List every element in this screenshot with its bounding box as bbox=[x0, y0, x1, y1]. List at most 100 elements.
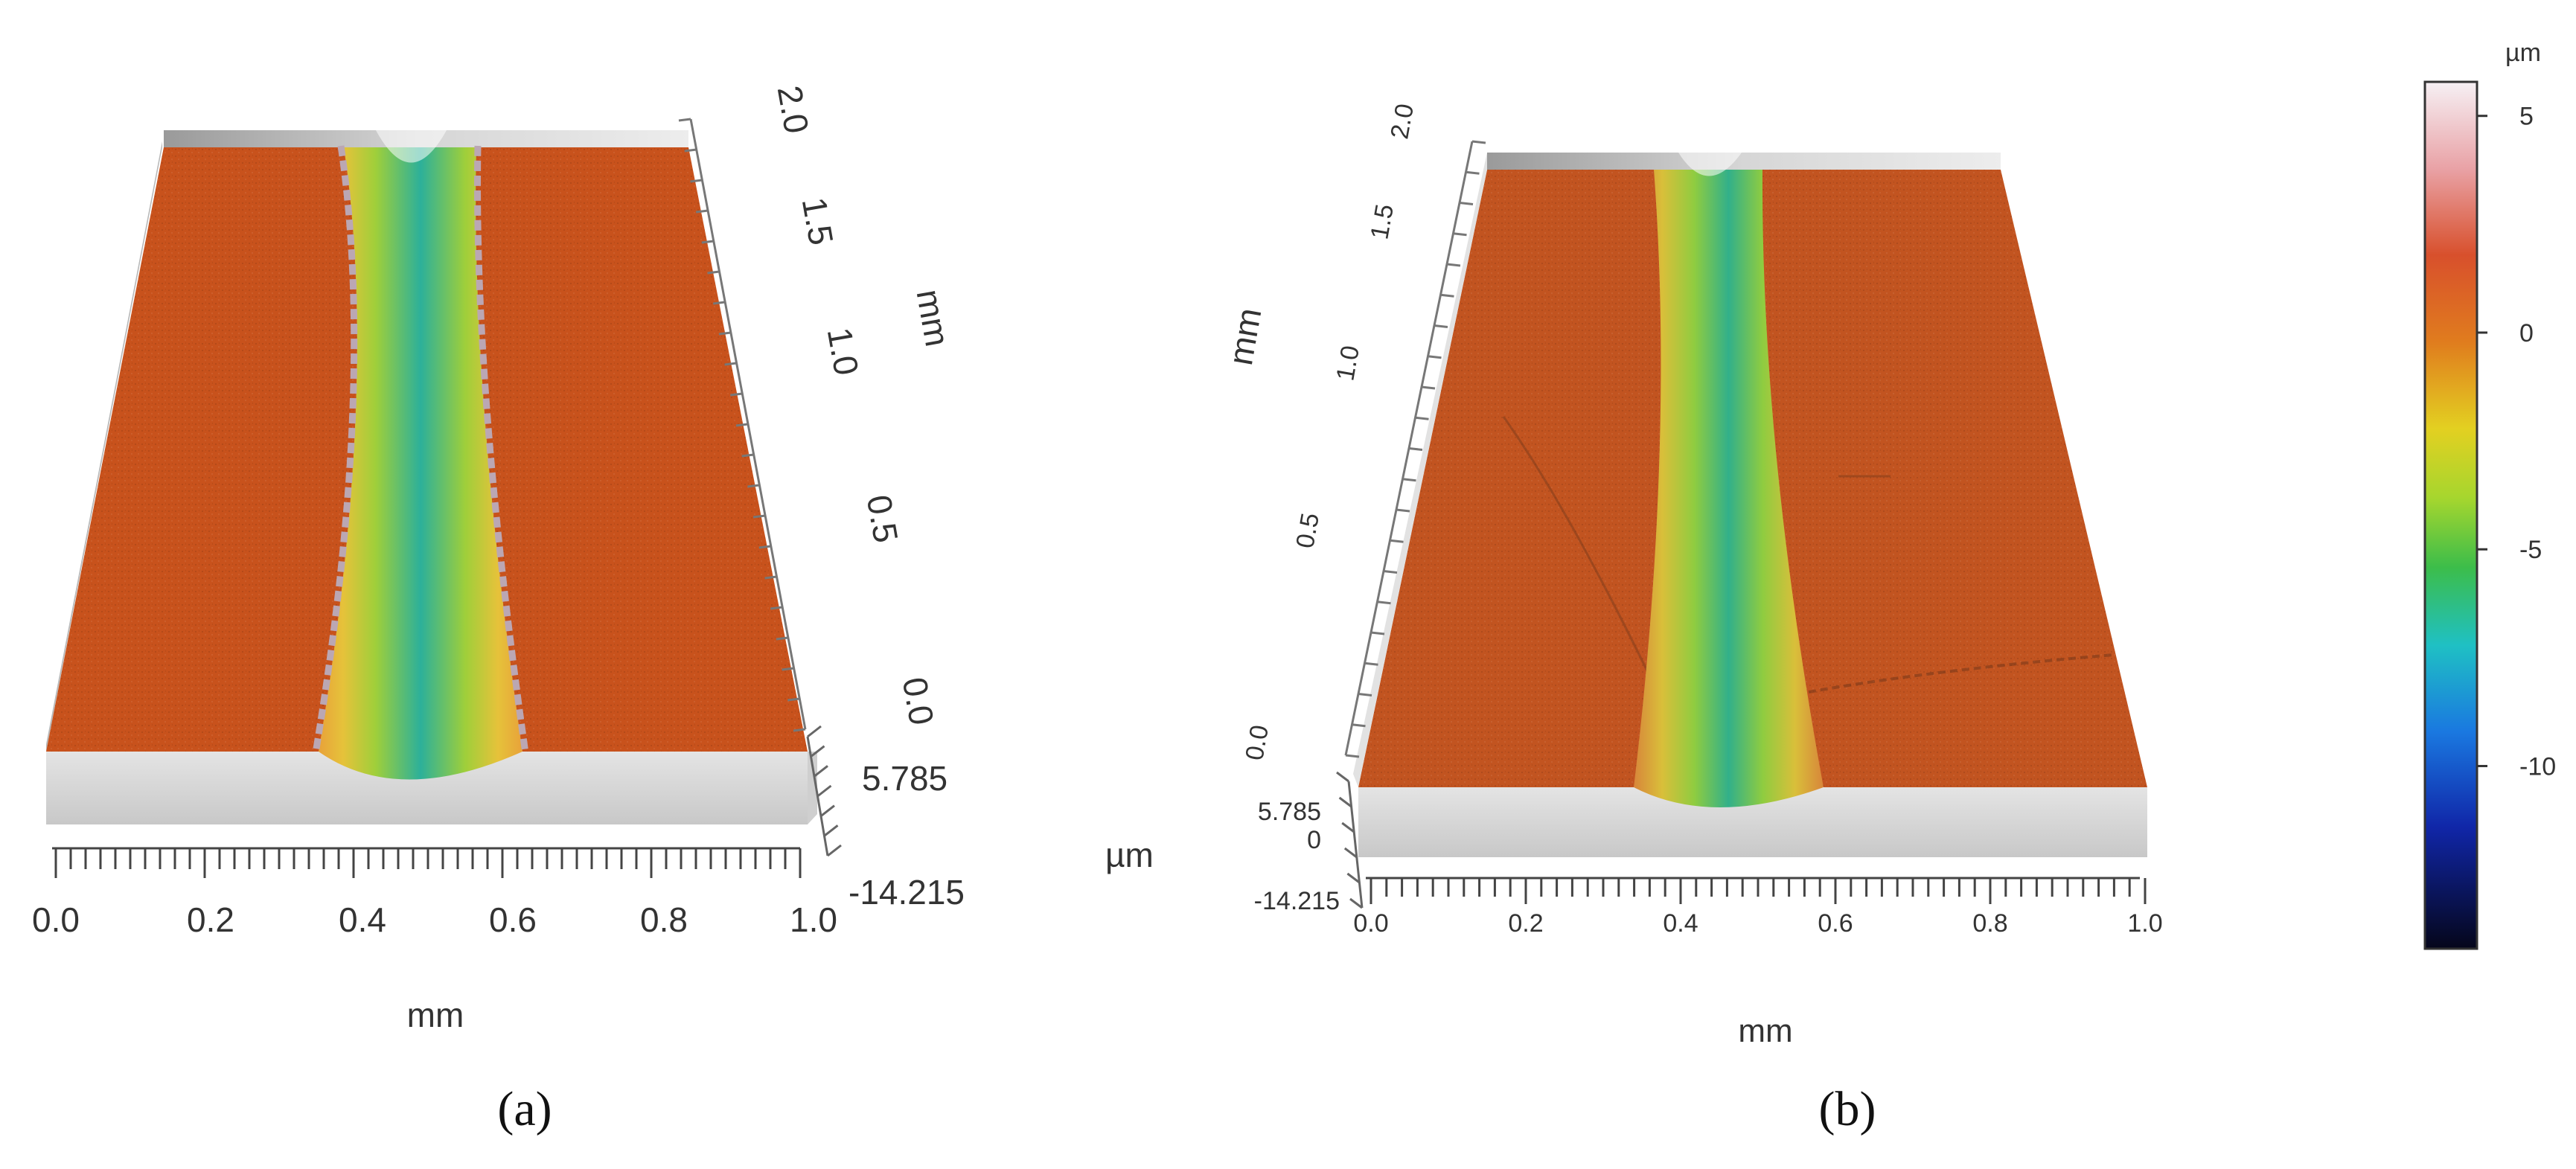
panel-a-y-tick-mark bbox=[747, 484, 760, 488]
panel-b-x-tick: 0.2 bbox=[1508, 909, 1543, 938]
panel-a-y-tick-mark bbox=[690, 179, 703, 183]
panel-b-y-tick-mark bbox=[1440, 293, 1454, 298]
panel-a-y-tick: 1.0 bbox=[820, 324, 866, 378]
panel-b-base bbox=[1358, 787, 2147, 857]
panel-b-z-tick: -14.215 bbox=[1254, 887, 1340, 915]
panel-b-y-tick-mark bbox=[1345, 754, 1360, 758]
panel-a-y-tick-mark bbox=[741, 453, 754, 458]
panel-a-x-tick: 1.0 bbox=[790, 900, 837, 939]
panel-b-z-tick-mark bbox=[1341, 821, 1355, 833]
panel-b-z-tick: 5.785 bbox=[1258, 798, 1321, 826]
panel-b-caption: (b) bbox=[1819, 1082, 1876, 1136]
panel-b-y-tick-mark bbox=[1415, 416, 1429, 420]
panel-b-back-edge bbox=[1487, 153, 2001, 170]
panel-a-y-tick: 0.5 bbox=[860, 492, 906, 545]
panel-b-y-tick-mark bbox=[1466, 170, 1480, 175]
panel-a-y-tick-mark bbox=[684, 148, 697, 153]
panel-a-z-tick-mark bbox=[816, 784, 832, 798]
panel-a-z-tick-mark bbox=[810, 745, 825, 758]
panel-a-y-tick: 2.0 bbox=[770, 83, 816, 136]
panel-a-y-tick-mark bbox=[730, 392, 743, 397]
panel-a-groove bbox=[319, 147, 522, 798]
panel-a-y-tick-mark bbox=[782, 667, 794, 671]
panel-a-groove-right-burr bbox=[474, 145, 529, 754]
panel-a-y-tick-mark bbox=[758, 545, 771, 549]
panel-b-z-tick-mark bbox=[1346, 872, 1361, 884]
panel-b-x-tick: 0.6 bbox=[1818, 909, 1853, 938]
panel-b-y-tick-mark bbox=[1434, 324, 1448, 328]
colorbar-tick-label: -5 bbox=[2519, 536, 2542, 564]
panel-a-x-tick: 0.6 bbox=[489, 900, 537, 939]
panel-a-y-tick-mark bbox=[701, 240, 714, 244]
panel-a-z-axis-label: µm bbox=[1105, 836, 1154, 874]
panel-a-x-tick: 0.4 bbox=[339, 900, 386, 939]
panel-b-y-tick-mark bbox=[1408, 447, 1423, 451]
panel-a-x-axis-label: mm bbox=[407, 996, 464, 1034]
colorbar-tick-label: 5 bbox=[2519, 103, 2534, 131]
panel-b-y-tick-mark bbox=[1364, 662, 1378, 666]
panel-b-y-tick: 1.5 bbox=[1365, 202, 1399, 242]
panel-a-groove-left-burr bbox=[312, 145, 358, 754]
panel-a-y-tick: 1.5 bbox=[795, 194, 841, 248]
panel-b-x-tick: 0.4 bbox=[1663, 909, 1698, 938]
panel-b-groove bbox=[1634, 170, 1824, 819]
panel-b-x-tick: 0.8 bbox=[1972, 909, 2007, 938]
panel-b-y-tick-mark bbox=[1358, 693, 1372, 696]
panel-a-y-tick: 0.0 bbox=[895, 674, 942, 728]
panel-b-y-tick-mark bbox=[1459, 202, 1474, 205]
panel-b-y-tick: 0.0 bbox=[1240, 723, 1274, 763]
panel-b-z-tick-mark bbox=[1349, 897, 1363, 909]
colorbar: µm 5 0 -5 -10 bbox=[2423, 39, 2556, 950]
panel-b-y-tick-mark bbox=[1446, 263, 1461, 267]
panel-b-y-tick-mark bbox=[1370, 631, 1385, 635]
panel-a-y-tick-mark bbox=[735, 423, 749, 427]
colorbar-gradient bbox=[2423, 80, 2478, 950]
panel-a-z-tick-mark bbox=[814, 765, 828, 778]
panel-a: 0.0 0.2 0.4 0.6 0.8 1.0 mm 2.0 1.5 1.0 0… bbox=[32, 83, 1154, 1136]
panel-b-y-tick-mark bbox=[1390, 539, 1404, 543]
panel-b-y-tick: 2.0 bbox=[1385, 102, 1419, 141]
panel-a-y-tick-mark bbox=[752, 514, 766, 519]
panel-b-y-tick-mark bbox=[1421, 385, 1436, 390]
panel-b-y-tick-mark bbox=[1453, 232, 1467, 237]
panel-b-y-tick-mark bbox=[1402, 478, 1416, 482]
panel-a-y-axis-label: mm bbox=[909, 286, 957, 350]
panel-a-y-tick-mark bbox=[695, 209, 709, 214]
panel-b-y-tick: 0.5 bbox=[1291, 511, 1325, 551]
panel-a-z-tick-mark bbox=[827, 844, 842, 857]
panel-b-y-axis-label: mm bbox=[1221, 305, 1269, 368]
panel-a-y-tick-mark bbox=[707, 270, 720, 275]
panel-b-y-tick: 1.0 bbox=[1331, 344, 1365, 383]
colorbar-tick-label: 0 bbox=[2519, 319, 2534, 348]
panel-b-y-tick-mark bbox=[1396, 508, 1410, 513]
panel-a-y-tick-mark bbox=[713, 301, 726, 305]
panel-a-z-tick: -14.215 bbox=[848, 873, 965, 912]
panel-b-x-axis-label: mm bbox=[1738, 1013, 1792, 1049]
panel-a-y-tick-mark bbox=[787, 697, 800, 702]
panel-b-y-tick-mark bbox=[1383, 570, 1398, 574]
panel-a-z-tick: 5.785 bbox=[862, 759, 947, 798]
panel-a-y-tick-mark bbox=[770, 606, 783, 610]
panel-b-x-tick: 0.0 bbox=[1353, 909, 1388, 938]
panel-a-z-tick-mark bbox=[823, 824, 839, 837]
panel-a-caption: (a) bbox=[497, 1082, 552, 1136]
panel-b-z-tick: 0 bbox=[1307, 826, 1321, 854]
panel-b-y-tick-mark bbox=[1428, 355, 1442, 359]
panel-a-left-wall bbox=[46, 141, 162, 752]
panel-b-x-tick: 1.0 bbox=[2127, 909, 2162, 938]
panel-a-y-tick-mark bbox=[718, 331, 732, 336]
panel-b: 0.0 0.2 0.4 0.6 0.8 1.0 mm 2.0 1.0 0.5 0… bbox=[1221, 102, 2163, 1136]
panel-b-y-tick-mark bbox=[1352, 723, 1366, 728]
panel-b-z-tick-mark bbox=[1336, 771, 1349, 783]
panel-b-y-tick-mark bbox=[1377, 600, 1391, 605]
panel-b-z-tick-mark bbox=[1343, 847, 1358, 859]
colorbar-unit-label: µm bbox=[2505, 39, 2541, 67]
panel-a-y-tick-mark bbox=[764, 575, 777, 580]
panel-b-y-tick-mark bbox=[1471, 140, 1486, 144]
panel-a-base bbox=[46, 752, 808, 824]
panel-a-x-tick: 0.0 bbox=[32, 900, 80, 939]
colorbar-tick-label: -10 bbox=[2519, 752, 2556, 781]
panel-a-y-tick-mark bbox=[776, 636, 789, 641]
panel-a-z-tick-mark bbox=[820, 804, 835, 817]
